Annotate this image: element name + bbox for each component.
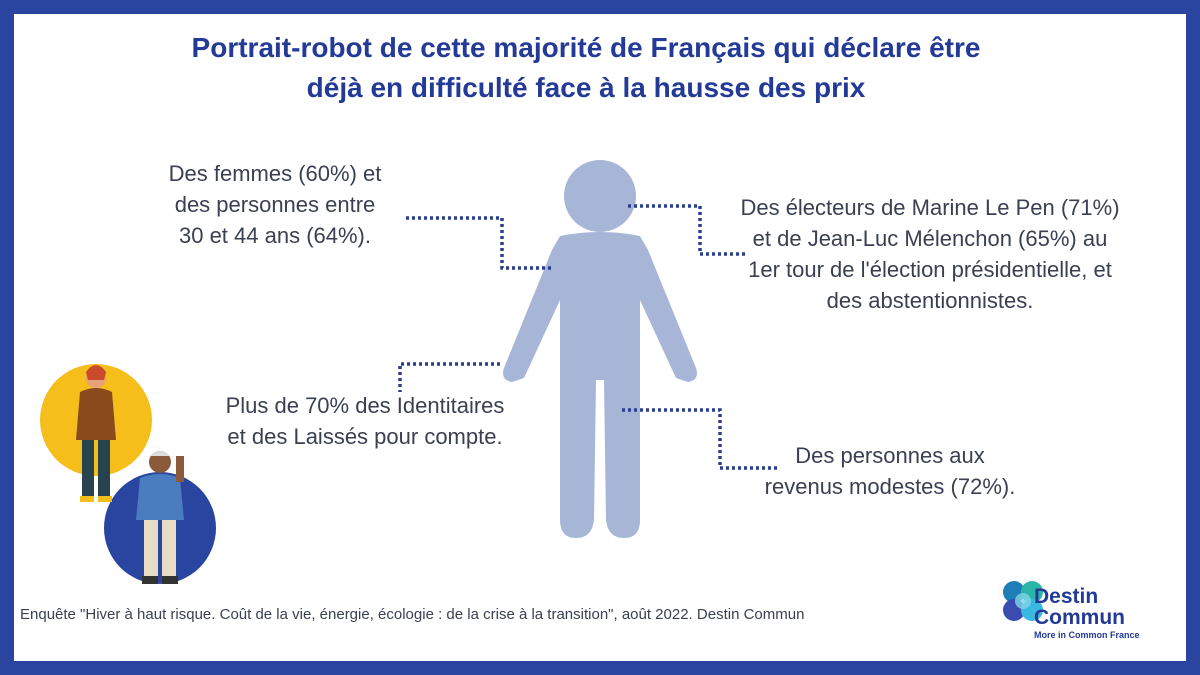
callout-segments: Plus de 70% des Identitaires et des Lais… [200, 390, 530, 452]
connector-left-mid [398, 362, 500, 392]
destin-commun-logo-icon [1003, 581, 1043, 621]
callout-line: revenus modestes (72%). [764, 474, 1016, 499]
logo-line-1: Destin [1034, 585, 1099, 608]
connector-lines [398, 204, 778, 470]
title-line-1: Portrait-robot de cette majorité de Fran… [191, 32, 981, 63]
blue-circle [104, 472, 216, 584]
silhouette-body [503, 232, 697, 538]
callout-line: 1er tour de l'élection présidentielle, e… [748, 257, 1112, 282]
callout-line: des abstentionnistes. [826, 288, 1034, 313]
logo-line-2: Commun [1034, 606, 1125, 629]
callout-line: 30 et 44 ans (64%). [178, 223, 371, 248]
page-title: Portrait-robot de cette majorité de Fran… [0, 28, 1186, 108]
callout-line: Plus de 70% des Identitaires [225, 393, 505, 418]
human-silhouette [503, 160, 697, 538]
man-figure [136, 451, 184, 584]
callout-line: des personnes entre [174, 192, 376, 217]
callout-line: et des Laissés pour compte. [227, 424, 503, 449]
callout-line: et de Jean-Luc Mélenchon (65%) au [752, 226, 1108, 251]
source-footnote: Enquête "Hiver à haut risque. Coût de la… [20, 606, 805, 623]
callout-women-age: Des femmes (60%) et des personnes entre … [145, 158, 405, 251]
title-line-2: déjà en difficulté face à la hausse des … [306, 72, 866, 103]
connector-right-top [628, 204, 748, 256]
callout-line: Des personnes aux [795, 443, 985, 468]
callout-line: Des électeurs de Marine Le Pen (71%) [740, 195, 1120, 220]
logo-tagline: More in Common France [1034, 630, 1140, 640]
connector-left-top [406, 216, 552, 270]
callout-line: Des femmes (60%) et [168, 161, 382, 186]
destin-commun-logo: Destin Commun More in Common France [1034, 586, 1140, 642]
connector-right-bot [622, 408, 778, 470]
callout-income: Des personnes aux revenus modestes (72%)… [740, 440, 1040, 502]
woman-figure [76, 365, 116, 502]
silhouette-head [564, 160, 636, 232]
people-illustration [40, 364, 216, 584]
callout-voters: Des électeurs de Marine Le Pen (71%) et … [720, 192, 1140, 316]
